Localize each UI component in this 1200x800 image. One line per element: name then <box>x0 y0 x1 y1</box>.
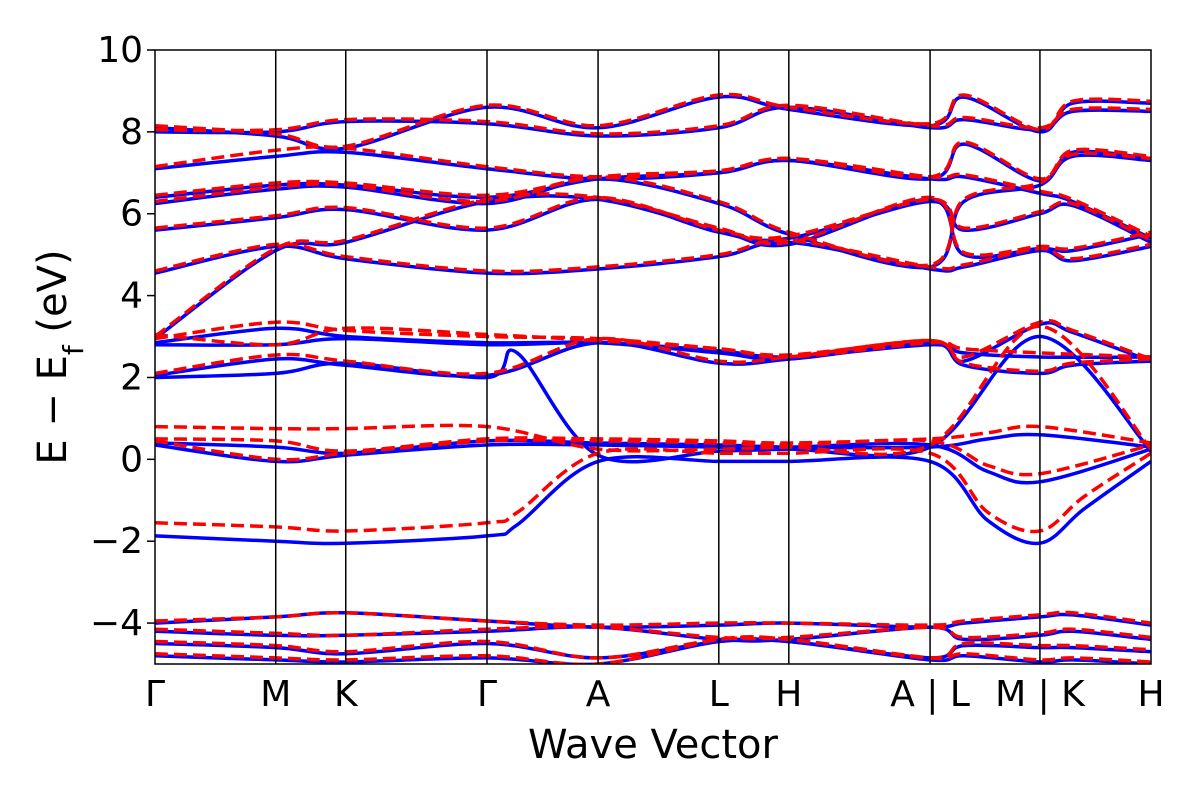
dashed-band-line-13 <box>155 103 1151 136</box>
x-tick-label: M <box>260 674 291 715</box>
solid-band-line-12 <box>155 142 1151 183</box>
y-tick-label: −2 <box>90 521 143 562</box>
dashed-band-line-11 <box>155 156 1151 238</box>
solid-band-line-1 <box>155 441 1151 485</box>
x-axis-title: Wave Vector <box>528 722 779 768</box>
y-tick-label: 6 <box>120 194 143 235</box>
y-tick-label: 8 <box>120 112 143 153</box>
dashed-band-line-14 <box>155 92 1151 149</box>
y-axis-ticks: 10 8 6 4 2 0 −2 −4 <box>90 30 155 644</box>
y-tick-label: 4 <box>120 276 143 317</box>
solid-band-line-10 <box>155 153 1151 270</box>
dashed-band-line-8 <box>155 192 1151 338</box>
x-tick-label: Γ <box>477 674 497 715</box>
y-axis-title-main: E − E <box>30 355 76 465</box>
y-tick-label: −4 <box>90 603 143 644</box>
solid-band-line-8 <box>155 194 1151 341</box>
dashed-band-line-18 <box>155 634 1151 664</box>
y-tick-label: 10 <box>97 30 143 71</box>
plot-frame <box>154 49 1152 665</box>
x-axis-ticks: Γ M K Γ A L H A | L M | K H <box>145 674 1165 715</box>
dashed-band-line-3 <box>155 324 1151 457</box>
x-tick-label: K <box>334 674 359 715</box>
x-tick-label: H <box>1137 674 1164 715</box>
y-tick-label: 2 <box>120 357 143 398</box>
dashed-band-line-10 <box>155 151 1151 268</box>
dashed-band-line-7 <box>155 238 1151 274</box>
y-axis-title-unit: (eV) <box>30 249 76 345</box>
dashed-band-line-1 <box>155 438 1151 477</box>
x-tick-label: M | K <box>995 674 1086 715</box>
dashed-band-line-16 <box>155 624 1151 641</box>
dashed-band-line-2 <box>155 424 1151 453</box>
y-axis-title-subscript: f <box>57 344 90 355</box>
x-tick-label: H <box>775 674 802 715</box>
solid-band-line-2 <box>155 432 1151 456</box>
x-tick-label: A | L <box>890 674 970 715</box>
x-tick-label: A <box>586 674 611 715</box>
dashed-band-line-9 <box>155 195 1151 242</box>
y-axis-title: E − Ef (eV) <box>30 249 90 464</box>
solid-band-line-16 <box>155 625 1151 643</box>
kpoint-lines <box>274 50 1041 664</box>
x-tick-label: Γ <box>145 674 165 715</box>
x-tick-label: L <box>709 674 729 715</box>
y-tick-label: 0 <box>120 439 143 480</box>
dashed-band-line-6 <box>155 326 1151 359</box>
bands-layer <box>155 92 1151 664</box>
